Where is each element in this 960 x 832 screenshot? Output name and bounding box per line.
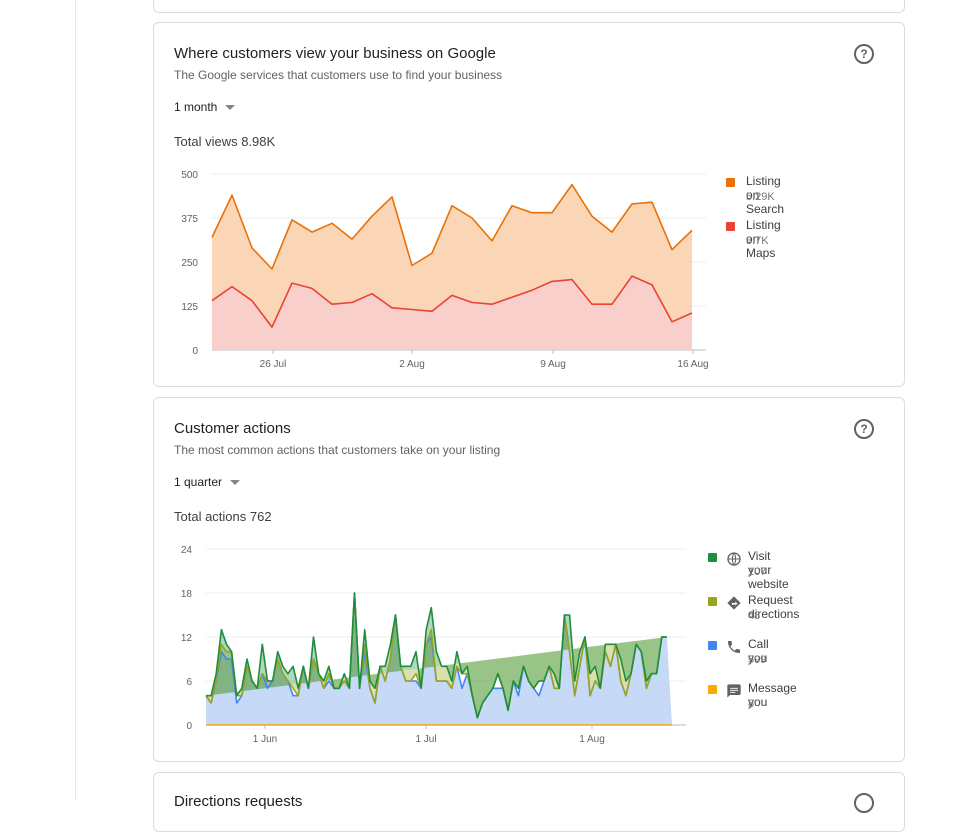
series-line <box>211 183 693 270</box>
legend-label: Message you <box>748 681 797 709</box>
y-tick-label: 375 <box>181 214 198 225</box>
period-dropdown[interactable]: 1 quarter <box>174 475 241 489</box>
legend-value: 599 <box>748 654 767 666</box>
help-icon[interactable] <box>854 793 874 813</box>
series-line <box>206 592 667 719</box>
caret-down-icon <box>225 105 236 111</box>
y-tick-label: 500 <box>181 170 198 181</box>
period-dropdown-label: 1 month <box>174 100 218 114</box>
legend-swatch <box>708 553 717 562</box>
total-actions: Total actions 762 <box>174 509 272 524</box>
views-card: Where customers view your business on Go… <box>153 22 905 387</box>
legend-label: Request directions <box>748 593 800 621</box>
y-tick-label: 250 <box>181 258 198 269</box>
globe-icon <box>727 552 741 566</box>
page-divider <box>75 0 76 800</box>
total-views: Total views 8.98K <box>174 134 276 149</box>
directions-icon <box>727 596 741 610</box>
legend-label: Listing on Maps <box>746 218 781 260</box>
phone-icon <box>728 641 740 653</box>
series-area <box>212 276 692 350</box>
x-tick-label: 1 Jul <box>415 734 436 745</box>
y-tick-label: 0 <box>186 721 192 732</box>
legend-swatch <box>708 641 717 650</box>
series-line <box>205 592 667 719</box>
legend-swatch <box>708 685 717 694</box>
y-tick-label: 0 <box>192 346 198 357</box>
series-area <box>212 184 692 328</box>
actions-card-subtitle: The most common actions that customers t… <box>174 443 501 457</box>
y-tick-label: 6 <box>186 677 192 688</box>
actions-card: Customer actions The most common actions… <box>153 397 905 762</box>
actions-chart: 24 18 12 6 0 1 Jun 1 Jul 1 Aug <box>181 545 686 745</box>
directions-card-title: Directions requests <box>174 793 303 810</box>
actions-card-title: Customer actions <box>174 420 291 437</box>
series-area <box>206 593 672 725</box>
help-icon[interactable]: ? <box>854 419 874 439</box>
y-tick-label: 18 <box>181 589 193 600</box>
legend-value: 48 <box>748 610 761 622</box>
legend-swatch <box>708 597 717 606</box>
help-icon[interactable]: ? <box>854 44 874 64</box>
legend-swatch <box>726 222 735 231</box>
legend-value: 107 <box>748 566 767 578</box>
legend-value: 8 <box>748 698 755 710</box>
legend-label: Listing on Search <box>746 174 785 216</box>
views-card-title: Where customers view your business on Go… <box>174 45 496 62</box>
legend-swatch <box>726 178 735 187</box>
y-tick-label: 12 <box>181 633 193 644</box>
previous-card <box>153 0 905 13</box>
period-dropdown-label: 1 quarter <box>174 475 223 489</box>
directions-card: Directions requests <box>153 772 905 832</box>
views-chart: 500 375 250 125 0 26 Jul 2 Aug 9 Aug 16 Aug <box>181 170 708 370</box>
x-tick-label: 9 Aug <box>540 359 566 370</box>
series-line <box>211 275 693 328</box>
y-tick-label: 125 <box>181 302 198 313</box>
series-area <box>206 593 667 718</box>
legend-label: Call you <box>748 637 769 665</box>
caret-down-icon <box>230 480 241 486</box>
views-card-subtitle: The Google services that customers use t… <box>174 68 503 82</box>
message-icon <box>727 684 741 698</box>
legend-value: 3.7K <box>746 235 769 247</box>
y-tick-label: 24 <box>181 545 193 556</box>
x-tick-label: 1 Aug <box>579 734 605 745</box>
x-tick-label: 1 Jun <box>253 734 277 745</box>
x-tick-label: 16 Aug <box>677 359 708 370</box>
x-tick-label: 2 Aug <box>399 359 425 370</box>
series-area <box>206 593 667 718</box>
x-tick-label: 26 Jul <box>260 359 287 370</box>
period-dropdown[interactable]: 1 month <box>174 100 236 114</box>
legend-value: 5.29K <box>746 191 775 203</box>
legend-label: Visit your website <box>748 549 789 591</box>
